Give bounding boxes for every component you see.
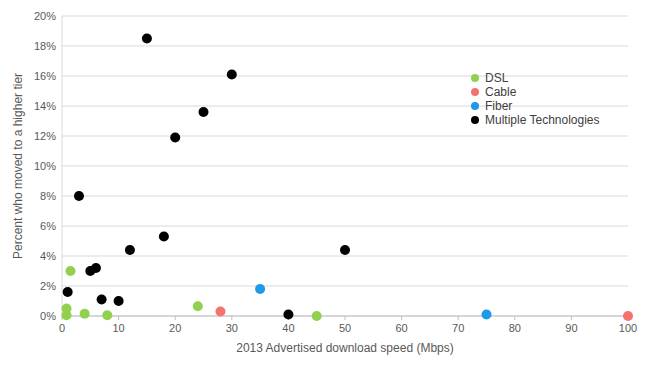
point	[97, 295, 107, 305]
point	[623, 311, 633, 321]
grid	[62, 16, 628, 316]
point	[80, 309, 90, 319]
y-tick-label: 18%	[34, 40, 56, 52]
legend-label: Fiber	[485, 99, 512, 113]
legend: DSLCableFiberMultiple Technologies	[471, 71, 600, 127]
point	[215, 307, 225, 317]
x-tick	[231, 316, 232, 320]
x-tick-label: 80	[509, 322, 521, 334]
y-tick-label: 8%	[40, 190, 56, 202]
x-tick-label: 10	[112, 322, 124, 334]
point	[482, 310, 492, 320]
point	[227, 70, 237, 80]
x-tick-label: 70	[452, 322, 464, 334]
y-tick-label: 14%	[34, 100, 56, 112]
legend-marker	[471, 74, 479, 82]
x-tick	[345, 316, 346, 320]
point	[199, 107, 209, 117]
grid-line	[62, 196, 628, 197]
grid-line	[62, 76, 628, 77]
x-tick	[458, 316, 459, 320]
x-tick	[571, 316, 572, 320]
y-tick-label: 6%	[40, 220, 56, 232]
point	[255, 284, 265, 294]
x-tick	[401, 316, 402, 320]
y-tick-label: 4%	[40, 250, 56, 262]
grid-line	[62, 46, 628, 47]
x-tick	[514, 316, 515, 320]
grid-line	[62, 286, 628, 287]
legend-marker	[471, 102, 479, 110]
grid-line	[62, 16, 628, 17]
y-axis-title: Percent who moved to a higher tier	[11, 73, 25, 259]
x-tick	[118, 316, 119, 320]
legend-label: Cable	[485, 85, 517, 99]
point	[91, 263, 101, 273]
x-tick-label: 20	[169, 322, 181, 334]
y-tick-label: 0%	[40, 310, 56, 322]
x-tick-label: 40	[282, 322, 294, 334]
x-tick-label: 30	[226, 322, 238, 334]
grid-line	[62, 136, 628, 137]
chart: 0% 2% 4% 6% 8% 10% 12% 14% 16% 18% 20% 0 10 20 30 40 50 6…	[0, 0, 647, 369]
y-tick-label: 12%	[34, 130, 56, 142]
y-tick-label: 10%	[34, 160, 56, 172]
point	[114, 296, 124, 306]
y-axis	[62, 16, 63, 316]
y-tick-label: 20%	[34, 10, 56, 22]
x-tick-label: 100	[619, 322, 637, 334]
x-tick	[175, 316, 176, 320]
point	[63, 287, 73, 297]
point	[312, 311, 322, 321]
point	[65, 266, 75, 276]
legend-marker	[471, 116, 479, 124]
x-axis-title: 2013 Advertised download speed (Mbps)	[236, 341, 453, 355]
y-tick-label: 16%	[34, 70, 56, 82]
point	[142, 34, 152, 44]
grid-line	[62, 226, 628, 227]
point	[283, 310, 293, 320]
point	[102, 310, 112, 320]
point	[159, 232, 169, 242]
point	[125, 245, 135, 255]
legend-marker	[471, 88, 479, 96]
x-tick-label: 50	[339, 322, 351, 334]
point	[193, 301, 203, 311]
points	[62, 34, 633, 322]
y-tick-label: 2%	[40, 280, 56, 292]
grid-line	[62, 106, 628, 107]
grid-line	[62, 166, 628, 167]
point	[170, 133, 180, 143]
x-tick-label: 90	[565, 322, 577, 334]
legend-label: DSL	[485, 71, 509, 85]
grid-line	[62, 256, 628, 257]
point	[340, 245, 350, 255]
x-tick-label: 60	[395, 322, 407, 334]
point	[62, 304, 72, 314]
legend-label: Multiple Technologies	[485, 113, 600, 127]
x-tick-label: 0	[59, 322, 65, 334]
point	[74, 191, 84, 201]
